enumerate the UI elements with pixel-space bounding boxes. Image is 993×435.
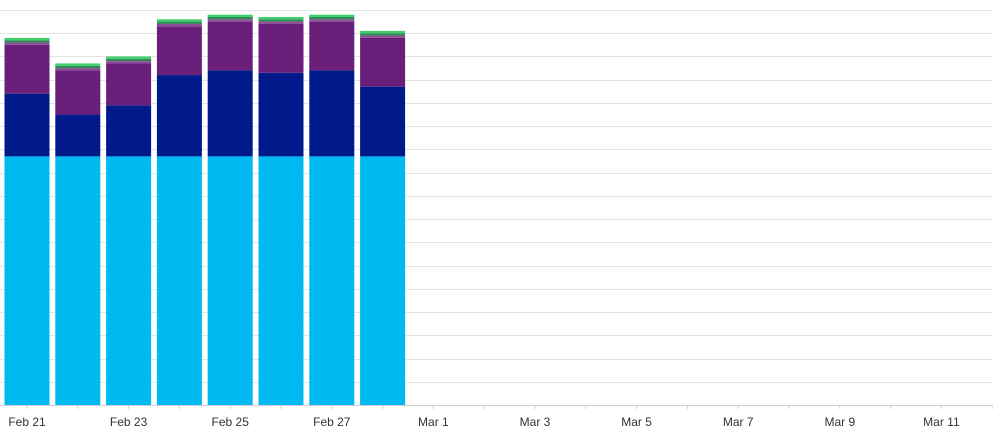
bar-segment-7-series-6 — [309, 14, 355, 17]
bar-segment-5-series-3 — [207, 21, 253, 71]
x-axis: Feb 21 Feb 23 Feb 25 Feb 27 Mar 1 Mar 3 Mar 5 M… — [0, 405, 993, 429]
bar-segment-1-series-5 — [4, 40, 50, 43]
bar-segment-5-series-4 — [207, 19, 253, 22]
bar-segment-6-series-6 — [258, 16, 304, 20]
bar-segment-8-series-6 — [360, 30, 406, 34]
x-tick-label: Mar 7 — [723, 415, 754, 429]
bar-segment-7-series-2 — [309, 70, 355, 157]
bar-segment-2-series-1 — [55, 156, 101, 405]
bar-segment-4-series-6 — [156, 19, 202, 22]
bar-segment-8-series-3 — [360, 37, 406, 87]
x-tick-label: Mar 3 — [520, 415, 551, 429]
bars — [4, 14, 406, 405]
bar-segment-7-series-4 — [309, 19, 355, 22]
bar-segment-5-series-1 — [207, 156, 253, 405]
bar-segment-5-series-2 — [207, 70, 253, 157]
bar-segment-8-series-1 — [360, 156, 406, 405]
bar-segment-1-series-2 — [4, 93, 50, 157]
bar-segment-2-series-3 — [55, 70, 101, 115]
bar-segment-6-series-1 — [258, 156, 304, 405]
bar-segment-8-series-4 — [360, 35, 406, 38]
bar-segment-3-series-5 — [106, 58, 152, 62]
bar-segment-6-series-3 — [258, 23, 304, 73]
bar-segment-4-series-3 — [156, 26, 202, 76]
bar-segment-7-series-3 — [309, 21, 355, 71]
bar-segment-3-series-6 — [106, 56, 152, 59]
bar-segment-3-series-4 — [106, 61, 152, 64]
bar-segment-3-series-1 — [106, 156, 152, 405]
bar-segment-2-series-5 — [55, 65, 101, 69]
bar-segment-2-series-4 — [55, 68, 101, 71]
bar-segment-6-series-5 — [258, 19, 304, 22]
x-tick-label: Mar 11 — [923, 415, 960, 429]
bar-segment-1-series-3 — [4, 44, 50, 94]
bar-segment-4-series-4 — [156, 23, 202, 27]
bar-segment-4-series-2 — [156, 75, 202, 157]
bar-segment-5-series-6 — [207, 14, 253, 17]
bar-segment-2-series-6 — [55, 63, 101, 66]
bar-segment-5-series-5 — [207, 16, 253, 20]
bar-segment-2-series-2 — [55, 114, 101, 157]
bar-segment-7-series-1 — [309, 156, 355, 405]
x-tick-label: Feb 23 — [110, 415, 148, 429]
bar-segment-3-series-3 — [106, 63, 152, 106]
x-tick-label: Feb 21 — [8, 415, 46, 429]
x-tick-label: Mar 5 — [621, 415, 652, 429]
bar-segment-4-series-1 — [156, 156, 202, 405]
bar-segment-1-series-1 — [4, 156, 50, 405]
bar-segment-1-series-4 — [4, 42, 50, 45]
bar-segment-3-series-2 — [106, 105, 152, 157]
bar-segment-1-series-6 — [4, 37, 50, 41]
x-tick-label: Mar 9 — [824, 415, 855, 429]
bar-segment-4-series-5 — [156, 21, 202, 24]
bar-segment-8-series-5 — [360, 33, 406, 36]
bar-segment-8-series-2 — [360, 86, 406, 157]
x-tick-label: Feb 25 — [212, 415, 250, 429]
x-tick-label: Mar 1 — [418, 415, 449, 429]
bar-segment-6-series-2 — [258, 72, 304, 157]
bar-segment-7-series-5 — [309, 16, 355, 20]
bar-segment-6-series-4 — [258, 21, 304, 24]
x-tick-label: Feb 27 — [313, 415, 351, 429]
